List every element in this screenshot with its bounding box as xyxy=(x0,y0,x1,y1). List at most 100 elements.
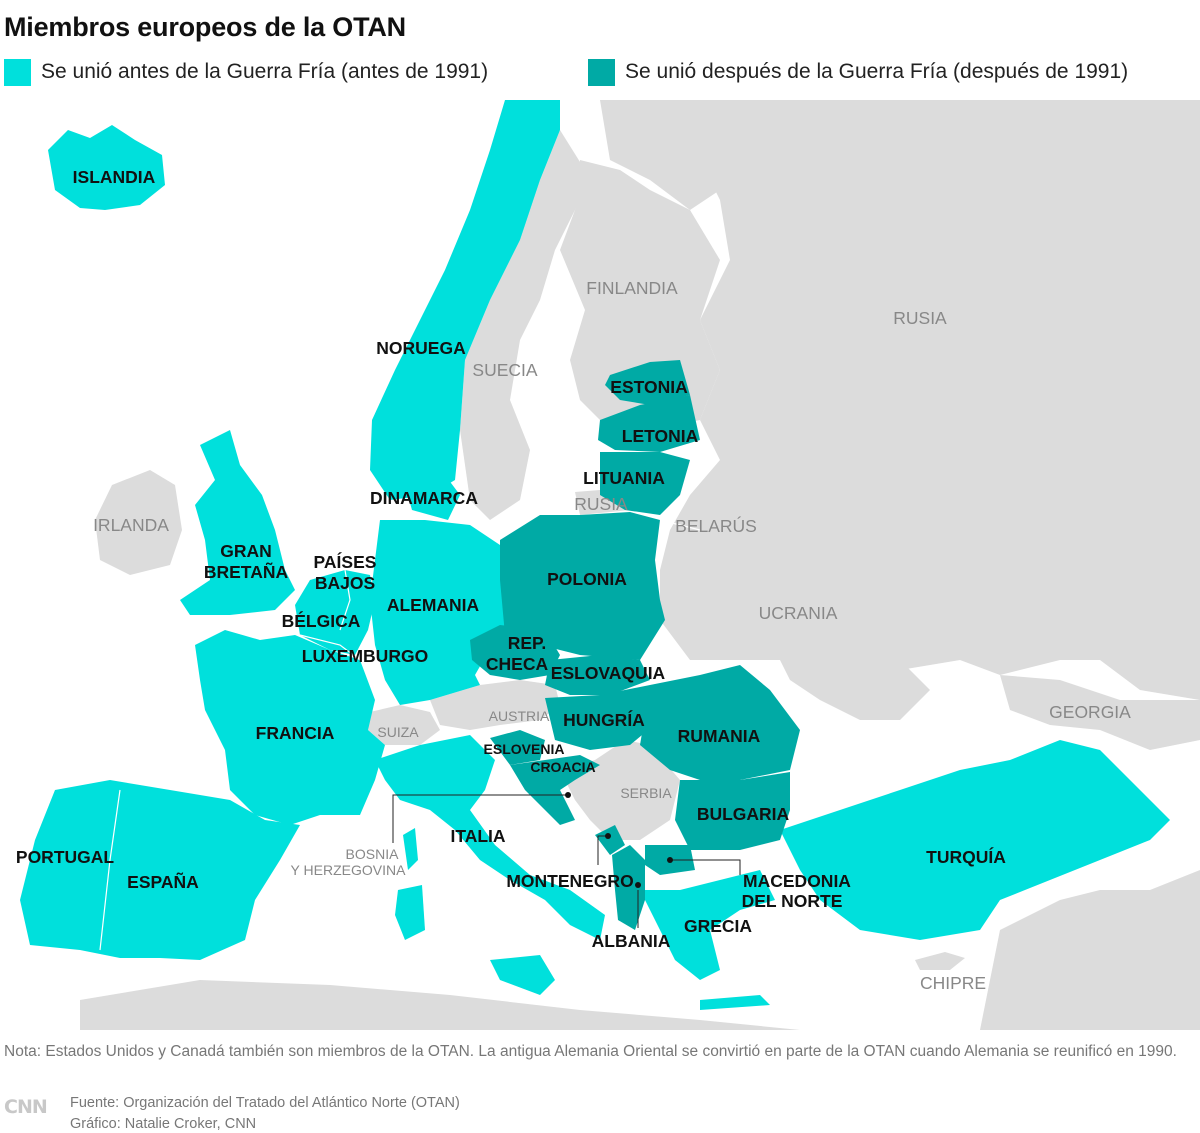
region-hungary xyxy=(545,685,660,750)
label-chipre: CHIPRE xyxy=(920,973,986,993)
label-finlandia: FINLANDIA xyxy=(586,278,678,298)
label-macedonia-1: MACEDONIA xyxy=(743,871,851,891)
region-middle-east xyxy=(980,870,1200,1030)
legend-label-post-1991: Se unió después de la Guerra Fría (despu… xyxy=(625,60,1129,83)
region-albania xyxy=(612,845,645,930)
region-lithuania xyxy=(600,452,690,515)
label-macedonia-2: DEL NORTE xyxy=(742,891,843,911)
label-grecia: GRECIA xyxy=(684,916,752,936)
label-georgia: GEORGIA xyxy=(1049,702,1131,722)
region-czech xyxy=(470,625,560,680)
chart-title: Miembros europeos de la OTAN xyxy=(4,12,406,42)
graphic-credit: Gráfico: Natalie Croker, CNN xyxy=(70,1116,257,1132)
legend-swatch-post-1991 xyxy=(588,58,615,86)
non-member-land xyxy=(80,100,1200,1030)
region-russia xyxy=(650,100,1200,700)
region-cyprus xyxy=(915,952,965,970)
label-montenegro: MONTENEGRO xyxy=(506,871,633,891)
cnn-logo: CNN xyxy=(4,1096,48,1118)
label-croacia: CROACIA xyxy=(530,759,595,775)
region-sicily xyxy=(490,955,555,995)
region-romania xyxy=(640,665,800,780)
region-north-africa xyxy=(80,980,800,1030)
dot-albania xyxy=(635,882,641,888)
region-poland xyxy=(500,512,665,660)
region-iberia xyxy=(20,780,300,960)
label-espana: ESPAÑA xyxy=(127,871,199,892)
region-latvia xyxy=(598,395,700,452)
legend-swatch-pre-1991 xyxy=(4,58,31,86)
region-norway xyxy=(370,100,560,500)
label-paises-bajos-1: PAÍSES xyxy=(314,551,377,572)
label-alemania: ALEMANIA xyxy=(387,595,480,615)
label-polonia: POLONIA xyxy=(547,569,627,589)
region-ireland xyxy=(95,470,182,575)
legend-item-post-1991: Se unió después de la Guerra Fría (despu… xyxy=(588,58,1128,86)
label-rusia-kaliningrado: RUSIA xyxy=(574,494,628,514)
region-belarus-ukraine xyxy=(660,495,930,720)
label-ucrania: UCRANIA xyxy=(759,603,838,623)
label-bosnia-1: BOSNIA xyxy=(346,846,400,862)
region-crete xyxy=(700,995,770,1010)
callout-dots xyxy=(565,792,673,888)
region-turkey xyxy=(780,740,1170,940)
label-bulgaria: BULGARIA xyxy=(697,804,790,824)
region-denmark xyxy=(405,445,460,520)
region-slovakia xyxy=(545,655,650,695)
label-italia: ITALIA xyxy=(450,826,505,846)
label-bosnia-2: Y HERZEGOVINA xyxy=(291,862,407,878)
footnote: Nota: Estados Unidos y Canadá también so… xyxy=(4,1043,1177,1060)
label-paises-bajos-2: BAJOS xyxy=(315,573,375,593)
region-italy xyxy=(375,735,605,940)
label-francia: FRANCIA xyxy=(256,723,335,743)
country-borders xyxy=(99,519,701,951)
region-greece xyxy=(640,870,775,980)
europe-map: ISLANDIA NORUEGA DINAMARCA GRAN BRETAÑA … xyxy=(0,100,1200,1030)
label-eslovenia: ESLOVENIA xyxy=(484,741,565,757)
region-sardinia xyxy=(395,885,425,940)
label-suiza: SUIZA xyxy=(377,724,419,740)
label-eslovaquia: ESLOVAQUIA xyxy=(551,663,666,683)
label-noruega: NORUEGA xyxy=(376,338,466,358)
label-irlanda: IRLANDA xyxy=(93,515,169,535)
label-lituania: LITUANIA xyxy=(583,468,665,488)
region-slovenia xyxy=(490,730,545,765)
region-georgia xyxy=(1000,675,1200,750)
legend-item-pre-1991: Se unió antes de la Guerra Fría (antes d… xyxy=(4,58,488,86)
callout-bosnia xyxy=(392,794,568,843)
region-benelux xyxy=(295,570,375,655)
label-gran-bretana-2: BRETAÑA xyxy=(204,561,289,582)
source-credit: Fuente: Organización del Tratado del Atl… xyxy=(70,1095,460,1111)
region-great-britain xyxy=(180,430,295,615)
label-turquia: TURQUÍA xyxy=(926,846,1006,867)
region-switzerland xyxy=(368,705,440,745)
label-estonia: ESTONIA xyxy=(610,377,688,397)
label-dinamarca: DINAMARCA xyxy=(370,488,478,508)
callout-lines xyxy=(392,794,741,928)
label-luxemburgo: LUXEMBURGO xyxy=(302,646,428,666)
region-kola xyxy=(600,100,720,210)
region-montenegro xyxy=(595,825,625,855)
region-iceland xyxy=(48,125,165,210)
post-1991-members xyxy=(470,360,800,930)
region-estonia xyxy=(605,360,690,405)
label-rumania: RUMANIA xyxy=(678,726,761,746)
label-rep-checa-1: REP. xyxy=(508,633,547,653)
label-gran-bretana-1: GRAN xyxy=(220,541,272,561)
dot-macedonia xyxy=(667,857,673,863)
label-letonia: LETONIA xyxy=(622,426,699,446)
region-austria xyxy=(430,680,560,730)
callout-macedonia xyxy=(670,859,741,875)
label-belgica: BÉLGICA xyxy=(282,610,361,631)
legend-label-pre-1991: Se unió antes de la Guerra Fría (antes d… xyxy=(41,60,489,83)
label-serbia: SERBIA xyxy=(620,785,672,801)
region-france xyxy=(195,630,385,825)
region-croatia xyxy=(510,755,600,825)
label-rep-checa-2: CHECA xyxy=(486,654,549,674)
label-portugal: PORTUGAL xyxy=(16,847,115,867)
callout-montenegro xyxy=(597,835,608,865)
label-hungria: HUNGRÍA xyxy=(563,709,645,730)
label-islandia: ISLANDIA xyxy=(73,167,156,187)
label-albania: ALBANIA xyxy=(592,931,671,951)
label-austria: AUSTRIA xyxy=(489,708,550,724)
